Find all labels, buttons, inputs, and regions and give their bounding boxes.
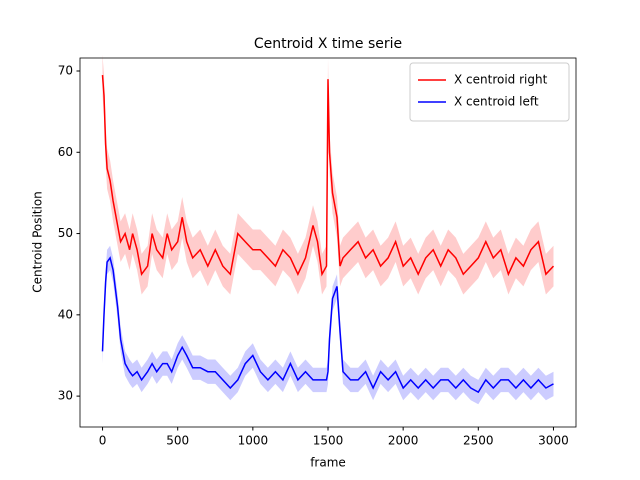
- x-tick-label: 3000: [538, 434, 569, 448]
- series-line: [101, 256, 554, 394]
- series-line: [101, 75, 555, 277]
- error-band: [102, 54, 554, 295]
- y-tick-label: 60: [58, 145, 73, 159]
- y-tick-label: 30: [58, 389, 73, 403]
- chart-title: Centroid X time serie: [254, 36, 402, 52]
- y-tick-label: 50: [58, 226, 73, 240]
- error-band: [102, 245, 554, 405]
- x-tick-label: 500: [166, 434, 189, 448]
- x-tick-label: 1000: [238, 434, 269, 448]
- y-tick-label: 70: [58, 64, 73, 78]
- x-tick-label: 1500: [313, 434, 344, 448]
- legend-label: X centroid left: [454, 95, 539, 109]
- y-axis-label: Centroid Position: [31, 191, 45, 293]
- x-tick-label: 2000: [388, 434, 419, 448]
- x-axis-label: frame: [310, 456, 346, 470]
- y-tick-label: 40: [58, 307, 73, 321]
- x-tick-label: 0: [99, 434, 107, 448]
- legend-box: [409, 62, 570, 122]
- legend-label: X centroid right: [454, 73, 548, 87]
- x-tick-label: 2500: [463, 434, 494, 448]
